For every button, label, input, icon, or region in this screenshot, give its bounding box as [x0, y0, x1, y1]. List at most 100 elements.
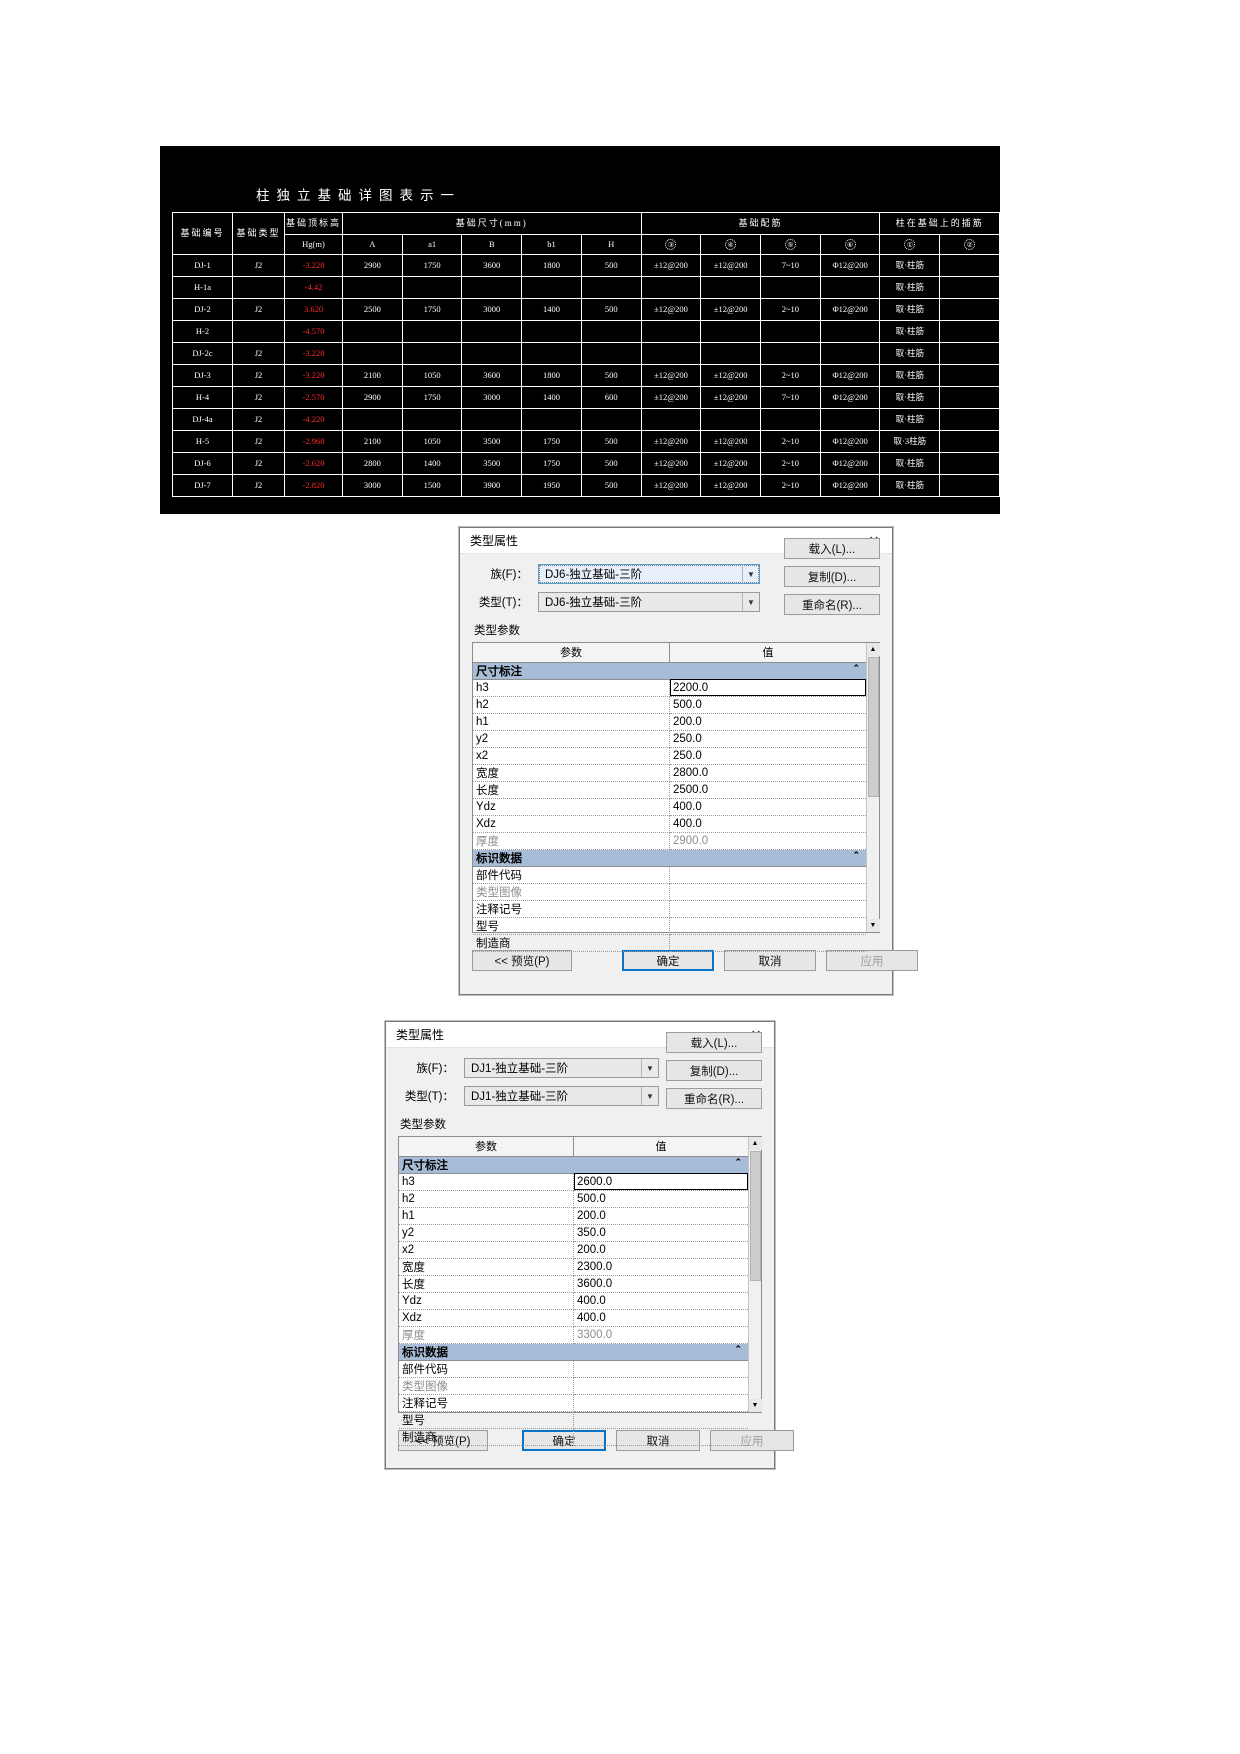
type-combobox[interactable]: DJ1-独立基础-三阶 ▼: [464, 1086, 659, 1106]
parameter-row[interactable]: y2 350.0: [399, 1224, 748, 1242]
type-label: 类型(T)：: [478, 597, 528, 609]
type-combobox[interactable]: DJ6-独立基础-三阶 ▼: [538, 592, 760, 612]
parameter-value[interactable]: 3300.0: [573, 1326, 748, 1344]
cancel-button[interactable]: 取消: [724, 950, 816, 971]
type-properties-dialog-1[interactable]: 类型属性 ✕ 族(F)： DJ6-独立基础-三阶 ▼ 类型(T)： DJ6-独立…: [459, 527, 918, 995]
parameter-row[interactable]: h1 200.0: [473, 713, 866, 731]
parameter-row[interactable]: 厚度 3300.0: [399, 1326, 748, 1344]
parameter-value[interactable]: [669, 917, 866, 935]
parameter-value[interactable]: [573, 1377, 748, 1395]
parameter-value[interactable]: 500.0: [669, 696, 866, 714]
ok-button[interactable]: 确定: [622, 950, 714, 971]
collapse-chevron-icon[interactable]: ⌃: [852, 849, 860, 860]
chevron-down-icon[interactable]: ▼: [742, 565, 759, 583]
parameter-row[interactable]: 注释记号: [473, 900, 866, 918]
parameter-value[interactable]: 2600.0: [573, 1173, 748, 1191]
parameter-value[interactable]: 200.0: [573, 1241, 748, 1259]
parameter-row[interactable]: Ydz 400.0: [473, 798, 866, 816]
collapse-chevron-icon[interactable]: ⌃: [734, 1156, 742, 1167]
parameter-value[interactable]: [573, 1428, 748, 1446]
parameter-value[interactable]: [669, 883, 866, 901]
scroll-down-icon[interactable]: ▼: [748, 1399, 762, 1412]
parameter-row[interactable]: 部件代码: [473, 866, 866, 884]
parameter-value[interactable]: 3600.0: [573, 1275, 748, 1293]
parameter-value[interactable]: 250.0: [669, 730, 866, 748]
parameter-row[interactable]: Xdz 400.0: [473, 815, 866, 833]
chevron-down-icon[interactable]: ▼: [641, 1059, 658, 1077]
parameter-value[interactable]: [669, 934, 866, 952]
duplicate-button[interactable]: 复制(D)...: [666, 1060, 762, 1081]
scroll-up-icon[interactable]: ▲: [866, 643, 880, 656]
row-rebar-4: [700, 408, 762, 431]
scroll-up-icon[interactable]: ▲: [748, 1137, 762, 1150]
vertical-scrollbar[interactable]: ▲ ▼: [866, 643, 880, 932]
parameter-value[interactable]: 400.0: [573, 1309, 748, 1327]
parameter-value[interactable]: [573, 1360, 748, 1378]
parameter-value[interactable]: 2500.0: [669, 781, 866, 799]
parameter-row[interactable]: 宽度 2800.0: [473, 764, 866, 782]
row-rebar-5: [760, 276, 821, 299]
parameter-row[interactable]: h2 500.0: [399, 1190, 748, 1208]
family-combobox[interactable]: DJ6-独立基础-三阶 ▼: [538, 564, 760, 584]
parameter-row[interactable]: Ydz 400.0: [399, 1292, 748, 1310]
load-button[interactable]: 载入(L)...: [666, 1032, 762, 1053]
parameter-value[interactable]: [573, 1394, 748, 1412]
parameter-value[interactable]: 500.0: [573, 1190, 748, 1208]
duplicate-button[interactable]: 复制(D)...: [784, 566, 880, 587]
load-button[interactable]: 载入(L)...: [784, 538, 880, 559]
scrollbar-thumb[interactable]: [868, 657, 879, 797]
parameter-value[interactable]: 200.0: [573, 1207, 748, 1225]
parameter-row[interactable]: Xdz 400.0: [399, 1309, 748, 1327]
family-combobox[interactable]: DJ1-独立基础-三阶 ▼: [464, 1058, 659, 1078]
parameter-row[interactable]: 类型图像: [473, 883, 866, 901]
parameter-value[interactable]: 400.0: [669, 798, 866, 816]
parameter-row[interactable]: h3 2200.0: [473, 679, 866, 697]
preview-button[interactable]: << 预览(P): [472, 950, 572, 971]
parameter-row[interactable]: y2 250.0: [473, 730, 866, 748]
parameter-value[interactable]: [573, 1411, 748, 1429]
parameter-row[interactable]: 部件代码: [399, 1360, 748, 1378]
row-rebar-5: 2~10: [760, 364, 821, 387]
parameter-row[interactable]: h3 2600.0: [399, 1173, 748, 1191]
type-label: 类型(T)：: [404, 1091, 454, 1103]
parameter-row[interactable]: 厚度 2900.0: [473, 832, 866, 850]
parameter-row[interactable]: x2 200.0: [399, 1241, 748, 1259]
parameter-value[interactable]: 200.0: [669, 713, 866, 731]
parameter-value[interactable]: 2900.0: [669, 832, 866, 850]
parameter-row[interactable]: 制造商: [399, 1428, 748, 1446]
scrollbar-thumb[interactable]: [750, 1151, 761, 1281]
vertical-scrollbar[interactable]: ▲ ▼: [748, 1137, 762, 1412]
row-rebar-4: [700, 320, 762, 343]
parameter-row[interactable]: 宽度 2300.0: [399, 1258, 748, 1276]
parameter-row[interactable]: 长度 2500.0: [473, 781, 866, 799]
row-dowel-2: [939, 452, 1000, 475]
parameter-value[interactable]: 2800.0: [669, 764, 866, 782]
scroll-down-icon[interactable]: ▼: [866, 919, 880, 932]
row-a1: [401, 342, 463, 365]
parameter-row[interactable]: 长度 3600.0: [399, 1275, 748, 1293]
parameter-row[interactable]: 制造商: [473, 934, 866, 952]
type-properties-dialog-2[interactable]: 类型属性 ✕ 族(F)： DJ1-独立基础-三阶 ▼ 类型(T)： DJ1-独立…: [385, 1021, 794, 1469]
chevron-down-icon[interactable]: ▼: [742, 593, 759, 611]
parameter-row[interactable]: 型号: [473, 917, 866, 935]
parameter-value[interactable]: 400.0: [573, 1292, 748, 1310]
parameter-value[interactable]: [669, 866, 866, 884]
chevron-down-icon[interactable]: ▼: [641, 1087, 658, 1105]
rename-button[interactable]: 重命名(R)...: [666, 1088, 762, 1109]
col-group-rebar: 基础配筋: [640, 212, 881, 235]
parameter-value[interactable]: 250.0: [669, 747, 866, 765]
parameter-row[interactable]: h1 200.0: [399, 1207, 748, 1225]
parameter-value[interactable]: 400.0: [669, 815, 866, 833]
parameter-row[interactable]: 型号: [399, 1411, 748, 1429]
parameter-value[interactable]: 2300.0: [573, 1258, 748, 1276]
parameter-row[interactable]: h2 500.0: [473, 696, 866, 714]
parameter-value[interactable]: 350.0: [573, 1224, 748, 1242]
collapse-chevron-icon[interactable]: ⌃: [852, 662, 860, 673]
rename-button[interactable]: 重命名(R)...: [784, 594, 880, 615]
parameter-row[interactable]: 类型图像: [399, 1377, 748, 1395]
parameter-value[interactable]: 2200.0: [669, 679, 866, 697]
parameter-row[interactable]: 注释记号: [399, 1394, 748, 1412]
collapse-chevron-icon[interactable]: ⌃: [734, 1343, 742, 1354]
parameter-row[interactable]: x2 250.0: [473, 747, 866, 765]
parameter-value[interactable]: [669, 900, 866, 918]
